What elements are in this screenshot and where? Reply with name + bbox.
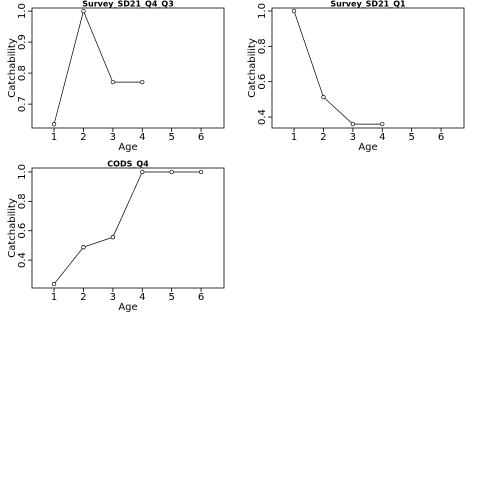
data-point xyxy=(140,169,145,175)
y-tick-label: 1.0 xyxy=(17,164,28,180)
plot-frame xyxy=(31,167,225,289)
x-tick-label: 4 xyxy=(379,132,385,143)
plot-frame xyxy=(271,7,465,129)
x-tick-label: 4 xyxy=(139,292,145,303)
data-point xyxy=(291,8,297,14)
chart-title: Survey_SD21_Q1 xyxy=(330,0,406,9)
y-tick-label: 0.6 xyxy=(257,74,268,90)
x-tick-label: 3 xyxy=(110,292,116,303)
x-tick-label: 6 xyxy=(438,132,444,143)
data-point xyxy=(321,94,326,100)
x-tick-label: 3 xyxy=(350,132,356,143)
x-axis-label: Age xyxy=(118,142,137,153)
y-tick-label: 1.0 xyxy=(17,3,28,19)
data-point xyxy=(51,281,57,287)
y-tick-label: 0.4 xyxy=(17,252,28,268)
x-tick-label: 6 xyxy=(198,132,204,143)
y-tick-label: 0.7 xyxy=(17,96,28,112)
x-tick-label: 2 xyxy=(80,292,86,303)
y-axis-label: Catchability xyxy=(7,38,18,98)
y-tick-label: 1.0 xyxy=(257,3,268,19)
x-tick-label: 5 xyxy=(168,292,174,303)
x-axis-label: Age xyxy=(118,302,137,313)
x-tick-label: 6 xyxy=(198,292,204,303)
y-axis-label: Catchability xyxy=(7,198,18,258)
x-tick-label: 1 xyxy=(51,132,57,143)
data-point xyxy=(81,8,86,14)
x-tick-label: 4 xyxy=(139,132,145,143)
data-point xyxy=(110,79,116,85)
series-line xyxy=(293,10,383,125)
x-tick-label: 3 xyxy=(110,132,116,143)
panel: Survey_SD21_Q4_Q3 Age Catchability 1 2 3 4 5 6 0.… xyxy=(7,0,225,153)
y-tick-label: 0.9 xyxy=(17,34,28,50)
data-point xyxy=(350,121,356,127)
data-point xyxy=(81,245,86,250)
x-tick-label: 2 xyxy=(80,132,86,143)
data-point xyxy=(380,121,385,127)
x-axis-label: Age xyxy=(358,142,377,153)
y-tick-label: 0.6 xyxy=(17,223,28,239)
chart-title: Survey_SD21_Q4_Q3 xyxy=(82,0,174,9)
data-point xyxy=(198,169,204,175)
panel: CODS_Q4 Age Catchability 1 2 3 4 5 6 0.4 0.6 0.8 1.0 xyxy=(7,160,225,313)
data-point xyxy=(110,235,116,240)
plot-frame xyxy=(31,7,225,129)
y-tick-label: 0.8 xyxy=(17,65,28,81)
x-tick-label: 1 xyxy=(291,132,297,143)
series-line xyxy=(53,10,143,125)
x-tick-label: 2 xyxy=(320,132,326,143)
x-tick-label: 5 xyxy=(408,132,414,143)
series-line xyxy=(53,171,202,285)
data-point xyxy=(169,169,174,175)
panel: Survey_SD21_Q1 Age Catchability 1 2 3 4 5 6 0.4 0.… xyxy=(247,0,465,153)
x-tick-label: 5 xyxy=(168,132,174,143)
data-point xyxy=(51,122,57,127)
y-tick-label: 0.8 xyxy=(17,193,28,209)
x-tick-label: 1 xyxy=(51,292,57,303)
y-axis-label: Catchability xyxy=(247,38,258,98)
y-tick-label: 0.4 xyxy=(257,109,268,125)
data-point xyxy=(140,79,145,85)
y-tick-label: 0.8 xyxy=(257,38,268,54)
chart-title: CODS_Q4 xyxy=(107,160,149,169)
